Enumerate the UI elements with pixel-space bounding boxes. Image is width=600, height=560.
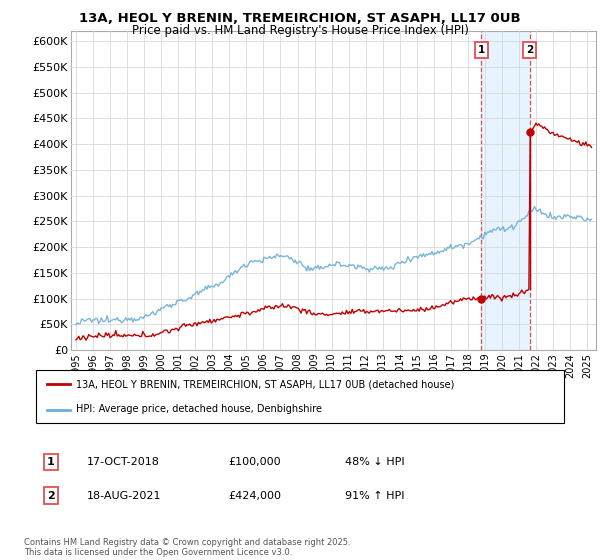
- Text: 2: 2: [526, 45, 533, 55]
- Text: £424,000: £424,000: [228, 491, 281, 501]
- Bar: [481, 31, 530, 350]
- Text: 1: 1: [47, 457, 55, 467]
- Text: 18-AUG-2021: 18-AUG-2021: [87, 491, 161, 501]
- Text: 2: 2: [47, 491, 55, 501]
- Text: 91% ↑ HPI: 91% ↑ HPI: [345, 491, 404, 501]
- Text: Price paid vs. HM Land Registry's House Price Index (HPI): Price paid vs. HM Land Registry's House …: [131, 24, 469, 37]
- Text: £100,000: £100,000: [228, 457, 281, 467]
- FancyBboxPatch shape: [36, 370, 564, 423]
- Text: 17-OCT-2018: 17-OCT-2018: [87, 457, 160, 467]
- Text: 48% ↓ HPI: 48% ↓ HPI: [345, 457, 404, 467]
- Text: HPI: Average price, detached house, Denbighshire: HPI: Average price, detached house, Denb…: [76, 404, 322, 414]
- Text: 1: 1: [478, 45, 485, 55]
- Text: 13A, HEOL Y BRENIN, TREMEIRCHION, ST ASAPH, LL17 0UB: 13A, HEOL Y BRENIN, TREMEIRCHION, ST ASA…: [79, 12, 521, 25]
- Text: 13A, HEOL Y BRENIN, TREMEIRCHION, ST ASAPH, LL17 0UB (detached house): 13A, HEOL Y BRENIN, TREMEIRCHION, ST ASA…: [76, 380, 454, 390]
- Text: Contains HM Land Registry data © Crown copyright and database right 2025.
This d: Contains HM Land Registry data © Crown c…: [24, 538, 350, 557]
